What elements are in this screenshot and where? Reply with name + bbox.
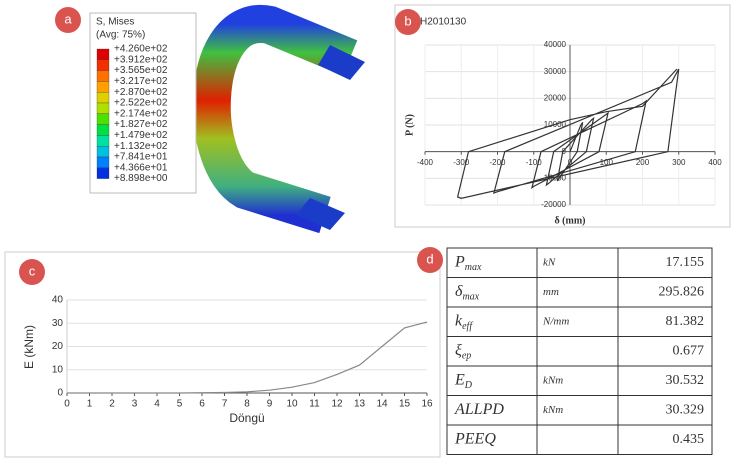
legend-swatch xyxy=(97,168,109,179)
legend-swatch xyxy=(97,103,109,114)
table-unit: kNm xyxy=(543,404,563,416)
legend-swatch xyxy=(97,146,109,157)
y-tick-label: 40 xyxy=(52,295,64,306)
y-tick-label: -20000 xyxy=(541,200,566,209)
x-tick-label: -100 xyxy=(526,158,543,167)
x-tick-label: 16 xyxy=(421,399,433,410)
table-subscript: eff xyxy=(462,321,473,332)
legend-swatch xyxy=(97,157,109,168)
legend-swatch xyxy=(97,60,109,71)
legend-label: +1.132e+02 xyxy=(114,141,168,152)
y-axis-label: E (kNm) xyxy=(22,325,36,369)
x-tick-label: 6 xyxy=(199,399,205,410)
legend-label: +3.217e+02 xyxy=(114,76,168,87)
table-subscript: ep xyxy=(462,351,471,362)
x-tick-label: 7 xyxy=(222,399,228,410)
x-tick-label: 14 xyxy=(376,399,388,410)
x-tick-label: 12 xyxy=(331,399,343,410)
data-line xyxy=(67,322,427,393)
legend-swatch xyxy=(97,125,109,136)
table-symbol: ALLPD xyxy=(454,401,504,418)
legend-label: +2.174e+02 xyxy=(114,108,168,119)
x-tick-label: 15 xyxy=(399,399,411,410)
legend-swatch xyxy=(97,135,109,146)
table-symbol: PEEQ xyxy=(454,430,496,447)
y-tick-label: 30 xyxy=(52,318,64,329)
table-value: 295.826 xyxy=(659,284,705,299)
legend-label: +2.870e+02 xyxy=(114,87,168,98)
y-tick-label: 20 xyxy=(52,341,64,352)
x-tick-label: 0 xyxy=(64,399,70,410)
x-axis-label: Döngü xyxy=(229,411,264,425)
panel-label: a xyxy=(64,11,72,26)
x-tick-label: 3 xyxy=(132,399,138,410)
legend-swatch xyxy=(97,81,109,92)
y-tick-label: 20000 xyxy=(544,93,567,102)
legend-title: S, Mises xyxy=(96,17,134,28)
table-unit: kN xyxy=(543,256,556,268)
y-tick-label: 30000 xyxy=(544,67,567,76)
x-tick-label: 9 xyxy=(267,399,273,410)
table-unit: N/mm xyxy=(542,315,569,327)
table-value: 30.329 xyxy=(666,402,705,417)
legend-swatch xyxy=(97,71,109,82)
table-unit: kNm xyxy=(543,374,563,386)
legend-subtitle: (Avg: 75%) xyxy=(96,30,145,41)
x-tick-label: -400 xyxy=(417,158,434,167)
x-tick-label: 8 xyxy=(244,399,250,410)
panel-label: d xyxy=(426,251,433,266)
y-tick-label: 0 xyxy=(57,388,63,399)
table-subscript: D xyxy=(464,380,473,391)
table-unit: mm xyxy=(543,286,559,298)
legend-swatch xyxy=(97,49,109,60)
panel-c-frame xyxy=(5,252,440,457)
legend-label: +1.827e+02 xyxy=(114,119,168,130)
table-value: 0.435 xyxy=(673,432,705,447)
legend-label: +3.565e+02 xyxy=(114,65,168,76)
x-tick-label: 5 xyxy=(177,399,183,410)
legend-label: +4.260e+02 xyxy=(114,44,168,55)
y-tick-label: 10 xyxy=(52,364,64,375)
table-symbol: P xyxy=(454,253,465,270)
page: {"panel_labels": ["a", "b", "c", "d"], "… xyxy=(0,0,735,462)
x-tick-label: 300 xyxy=(672,158,686,167)
panel-label: b xyxy=(404,13,411,28)
x-tick-label: 13 xyxy=(354,399,366,410)
panel-label: c xyxy=(29,263,36,278)
data-line xyxy=(458,69,679,198)
chart-title: H2010130 xyxy=(420,17,467,28)
x-tick-label: 1 xyxy=(87,399,93,410)
x-tick-label: 11 xyxy=(309,399,320,410)
x-axis-label: δ (mm) xyxy=(554,215,585,226)
panel-b-frame xyxy=(395,5,730,227)
legend-label: +7.841e+01 xyxy=(114,152,168,163)
legend-label: +2.522e+02 xyxy=(114,98,168,109)
x-tick-label: 4 xyxy=(154,399,160,410)
legend-swatch xyxy=(97,92,109,103)
legend-swatch xyxy=(97,114,109,125)
table-value: 17.155 xyxy=(666,255,705,270)
legend-label: +3.912e+02 xyxy=(114,54,168,65)
table-value: 0.677 xyxy=(673,343,705,358)
table-value: 30.532 xyxy=(666,373,705,388)
y-axis-label: P (N) xyxy=(404,114,415,136)
table-symbol: E xyxy=(454,371,465,388)
table-value: 81.382 xyxy=(666,314,705,329)
x-tick-label: 200 xyxy=(636,158,650,167)
y-tick-label: 40000 xyxy=(544,40,567,49)
x-tick-label: -200 xyxy=(489,158,506,167)
x-tick-label: 2 xyxy=(109,399,115,410)
legend-label: +4.366e+01 xyxy=(114,162,168,173)
legend-label: +8.898e+00 xyxy=(114,173,168,184)
table-subscript: max xyxy=(465,262,482,273)
x-tick-label: 10 xyxy=(286,399,298,410)
legend-label: +1.479e+02 xyxy=(114,130,168,141)
figure: S, Mises (Avg: 75%) H2010130 δ (mm) P (N… xyxy=(0,0,735,462)
x-tick-label: 400 xyxy=(708,158,722,167)
table-subscript: max xyxy=(462,292,479,303)
